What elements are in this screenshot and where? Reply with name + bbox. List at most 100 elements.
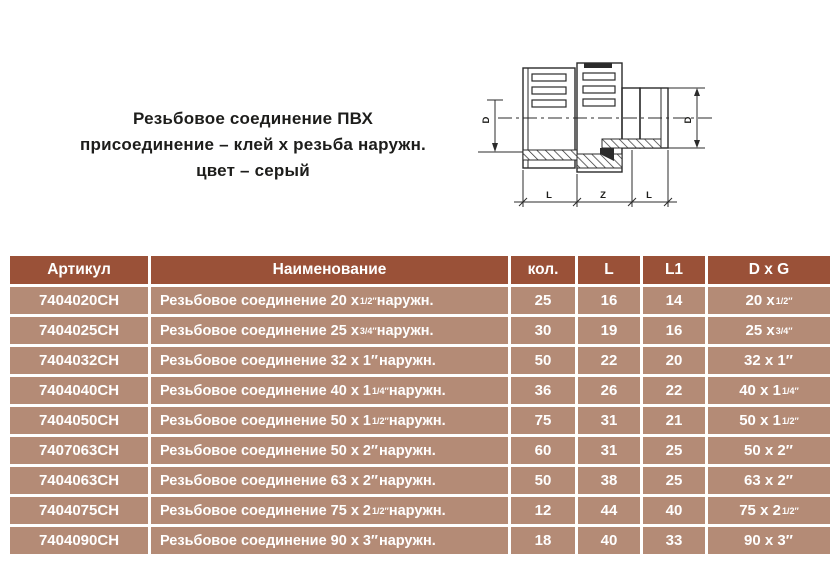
name-cell: Резьбовое соединение 50 x 2″ наружн. — [151, 437, 508, 464]
name-suffix: наружн. — [378, 442, 436, 459]
l-cell: 31 — [578, 437, 640, 464]
name-text: Резьбовое соединение 63 x 2″ — [160, 472, 378, 489]
product-title: Резьбовое соединение ПВХ присоединение –… — [28, 106, 478, 184]
article-cell: 7404025CH — [10, 317, 148, 344]
name-suffix: наружн. — [376, 292, 434, 309]
dxg-cell: 20 x 1/2″ — [708, 287, 830, 314]
name-suffix: наружн. — [388, 502, 446, 519]
spec-table: Артикул Наименование кол. L L1 D x G 740… — [10, 256, 830, 554]
name-suffix: наружн. — [378, 532, 436, 549]
dxg-text: 90 x 3″ — [744, 532, 793, 549]
dxg-cell: 90 x 3″ — [708, 527, 830, 554]
article-cell: 7404050CH — [10, 407, 148, 434]
column-header-article: Артикул — [10, 256, 148, 284]
l-cell: 44 — [578, 497, 640, 524]
l1-cell: 21 — [643, 407, 705, 434]
dxg-text: 75 x 2 — [739, 502, 781, 519]
dimension-d-right — [668, 87, 705, 149]
dxg-cell: 75 x 2 1/2″ — [708, 497, 830, 524]
column-header-qty: кол. — [511, 256, 575, 284]
name-cell: Резьбовое соединение 90 x 3″ наружн. — [151, 527, 508, 554]
dxg-text: 63 x 2″ — [744, 472, 793, 489]
dxg-text: 50 x 1 — [739, 412, 781, 429]
qty-cell: 25 — [511, 287, 575, 314]
article-cell: 7404075CH — [10, 497, 148, 524]
dxg-cell: 32 x 1″ — [708, 347, 830, 374]
name-cell: Резьбовое соединение 32 x 1″ наружн. — [151, 347, 508, 374]
technical-drawing: D D L Z L — [478, 62, 714, 207]
product-title-line1: Резьбовое соединение ПВХ — [132, 109, 374, 128]
dxg-cell: 50 x 2″ — [708, 437, 830, 464]
dimension-label-d-left: D — [481, 116, 492, 123]
name-suffix: наружн. — [378, 352, 436, 369]
l-cell: 31 — [578, 407, 640, 434]
dimension-label-d-right: D — [683, 116, 694, 123]
name-suffix: наружн. — [388, 412, 446, 429]
name-text: Резьбовое соединение 90 x 3″ — [160, 532, 378, 549]
name-cell: Резьбовое соединение 75 x 2 1/2″ наружн. — [151, 497, 508, 524]
dxg-text: 32 x 1″ — [744, 352, 793, 369]
name-cell: Резьбовое соединение 40 x 1 1/4″ наружн. — [151, 377, 508, 404]
l1-cell: 14 — [643, 287, 705, 314]
l-cell: 26 — [578, 377, 640, 404]
qty-cell: 12 — [511, 497, 575, 524]
name-suffix: наружн. — [388, 382, 446, 399]
l-cell: 16 — [578, 287, 640, 314]
dxg-cell: 50 x 1 1/2″ — [708, 407, 830, 434]
name-text: Резьбовое соединение 50 x 1 — [160, 412, 371, 429]
dimension-d-left — [478, 99, 523, 153]
dxg-cell: 40 x 1 1/4″ — [708, 377, 830, 404]
qty-cell: 36 — [511, 377, 575, 404]
l1-cell: 40 — [643, 497, 705, 524]
name-text: Резьбовое соединение 40 x 1 — [160, 382, 371, 399]
name-cell: Резьбовое соединение 50 x 1 1/2″ наружн. — [151, 407, 508, 434]
article-cell: 7404090CH — [10, 527, 148, 554]
qty-cell: 50 — [511, 347, 575, 374]
qty-cell: 30 — [511, 317, 575, 344]
article-cell: 7404020CH — [10, 287, 148, 314]
dxg-cell: 25 x 3/4″ — [708, 317, 830, 344]
l1-cell: 25 — [643, 437, 705, 464]
dimension-lzl — [514, 150, 677, 207]
fitting-body — [522, 62, 669, 173]
l1-cell: 25 — [643, 467, 705, 494]
dimension-label-l-right: L — [646, 190, 652, 201]
qty-cell: 18 — [511, 527, 575, 554]
l1-cell: 22 — [643, 377, 705, 404]
product-title-line3: цвет – серый — [196, 161, 310, 180]
column-header-l1: L1 — [643, 256, 705, 284]
l1-cell: 33 — [643, 527, 705, 554]
name-text: Резьбовое соединение 32 x 1″ — [160, 352, 378, 369]
product-title-line2: присоединение – клей х резьба наружн. — [80, 135, 426, 154]
dimension-label-l-left: L — [546, 190, 552, 201]
l-cell: 19 — [578, 317, 640, 344]
dxg-text: 40 x 1 — [739, 382, 781, 399]
name-suffix: наружн. — [376, 322, 434, 339]
qty-cell: 50 — [511, 467, 575, 494]
name-cell: Резьбовое соединение 20 x 1/2″ наружн. — [151, 287, 508, 314]
dxg-text: 20 x — [745, 292, 775, 309]
article-cell: 7404040CH — [10, 377, 148, 404]
name-text: Резьбовое соединение 50 x 2″ — [160, 442, 378, 459]
article-cell: 7404032CH — [10, 347, 148, 374]
article-cell: 7404063CH — [10, 467, 148, 494]
l-cell: 40 — [578, 527, 640, 554]
l-cell: 22 — [578, 347, 640, 374]
dxg-cell: 63 x 2″ — [708, 467, 830, 494]
name-text: Резьбовое соединение 20 x — [160, 292, 359, 309]
qty-cell: 60 — [511, 437, 575, 464]
name-suffix: наружн. — [378, 472, 436, 489]
l-cell: 38 — [578, 467, 640, 494]
dimension-label-z: Z — [600, 190, 606, 201]
l1-cell: 20 — [643, 347, 705, 374]
dxg-text: 50 x 2″ — [744, 442, 793, 459]
column-header-dxg: D x G — [708, 256, 830, 284]
name-text: Резьбовое соединение 75 x 2 — [160, 502, 371, 519]
article-cell: 7407063CH — [10, 437, 148, 464]
qty-cell: 75 — [511, 407, 575, 434]
name-text: Резьбовое соединение 25 x — [160, 322, 359, 339]
l1-cell: 16 — [643, 317, 705, 344]
column-header-l: L — [578, 256, 640, 284]
name-cell: Резьбовое соединение 63 x 2″ наружн. — [151, 467, 508, 494]
